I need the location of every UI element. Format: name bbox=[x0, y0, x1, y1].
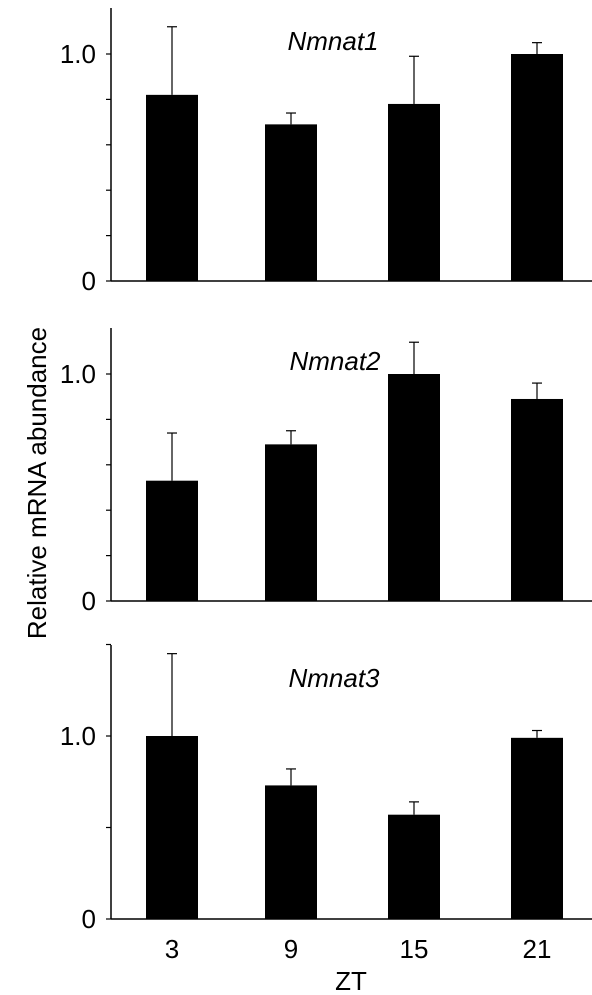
bar-21 bbox=[511, 737, 563, 919]
x-tick-label: 15 bbox=[400, 934, 429, 964]
y-tick-label: 0 bbox=[82, 904, 96, 934]
bar-9 bbox=[265, 444, 317, 601]
bar-9 bbox=[265, 124, 317, 282]
bar-15 bbox=[388, 374, 440, 601]
y-axis-label: Relative mRNA abundance bbox=[22, 327, 52, 639]
bar-21 bbox=[511, 398, 563, 601]
panels: 0 1.0 Nmnat1 0 1.0 Nmnat2 0 1.0 Nmnat3 bbox=[60, 8, 592, 934]
x-tick-label: 9 bbox=[284, 934, 298, 964]
x-axis-label: ZT bbox=[335, 966, 367, 995]
bar-15 bbox=[388, 103, 440, 281]
panel-title: Nmnat3 bbox=[288, 663, 380, 693]
bar-3 bbox=[146, 480, 198, 601]
bar-9 bbox=[265, 785, 317, 919]
bar-3 bbox=[146, 94, 198, 281]
x-tick-label: 21 bbox=[523, 934, 552, 964]
y-tick-label: 1.0 bbox=[60, 359, 96, 389]
x-tick-label: 3 bbox=[165, 934, 179, 964]
panel-1: 0 1.0 Nmnat1 bbox=[60, 8, 592, 296]
y-tick-label: 1.0 bbox=[60, 721, 96, 751]
bar-15 bbox=[388, 814, 440, 919]
panel-2: 0 1.0 Nmnat2 bbox=[60, 328, 592, 616]
bar-3 bbox=[146, 736, 198, 919]
y-tick-label: 1.0 bbox=[60, 39, 96, 69]
panel-3: 0 1.0 Nmnat3 bbox=[60, 643, 592, 934]
bar-21 bbox=[511, 54, 563, 281]
panel-title: Nmnat1 bbox=[287, 26, 378, 56]
x-tick-labels: 3 9 15 21 bbox=[165, 934, 552, 964]
y-tick-label: 0 bbox=[82, 266, 96, 296]
y-tick-label: 0 bbox=[82, 586, 96, 616]
panel-title: Nmnat2 bbox=[289, 346, 381, 376]
